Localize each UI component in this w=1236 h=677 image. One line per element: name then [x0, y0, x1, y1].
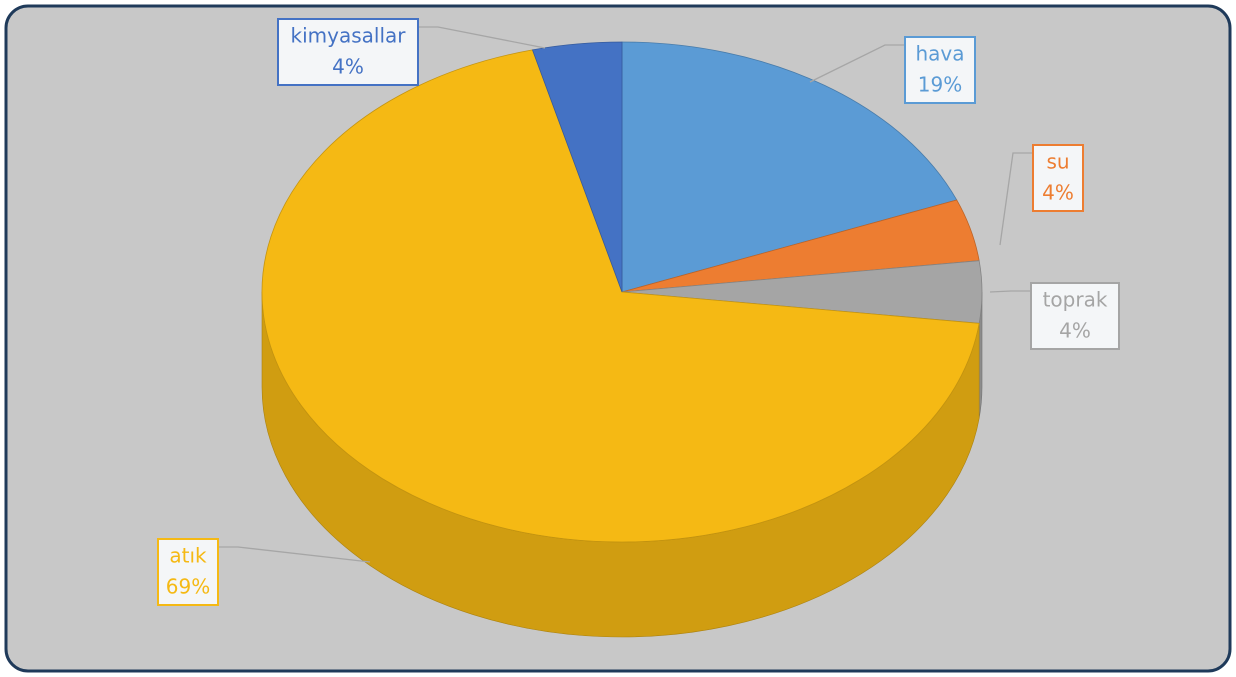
leader-line [999, 152, 1033, 246]
data-label-category: hava [915, 42, 964, 66]
slice [261, 49, 980, 543]
data-label-category: toprak [1043, 288, 1108, 312]
slice [621, 41, 958, 293]
data-label-box [904, 36, 976, 104]
data-label-box [157, 538, 219, 606]
leader-line [809, 44, 905, 83]
data-label-value: 4% [332, 55, 364, 79]
data-label-box [277, 18, 419, 86]
slice [531, 41, 623, 293]
data-label-category: atık [169, 544, 207, 568]
data-label-box [1030, 282, 1120, 350]
data-label-value: 19% [918, 73, 962, 97]
data-label-value: 4% [1059, 319, 1091, 343]
data-label-category: kimyasallar [291, 24, 407, 48]
leader-line [218, 546, 371, 563]
leader-line [989, 290, 1031, 293]
data-label-value: 69% [166, 575, 210, 599]
data-label-value: 4% [1042, 181, 1074, 205]
data-label-box [1032, 144, 1084, 212]
leader-line [418, 26, 546, 49]
data-label-category: su [1046, 150, 1069, 174]
